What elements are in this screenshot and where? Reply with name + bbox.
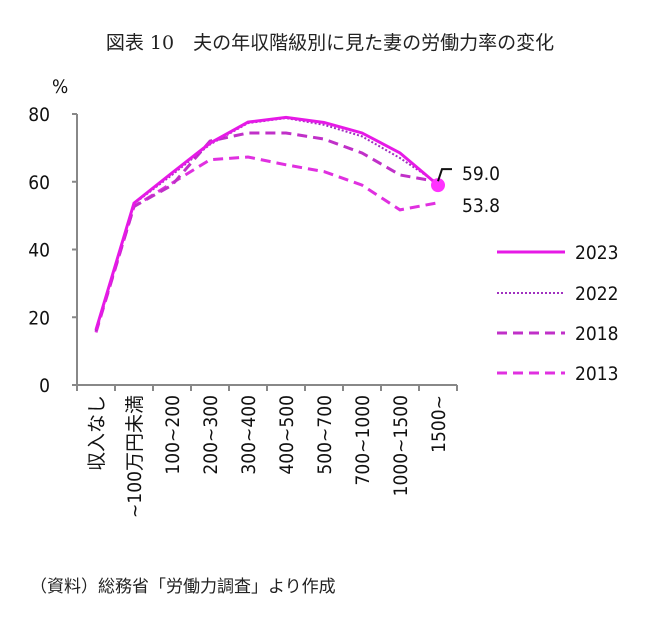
y-tick-label: 80 <box>28 104 50 126</box>
source-note: （資料）総務省「労働力調査」より作成 <box>30 577 336 597</box>
y-tick-label: 40 <box>28 240 50 262</box>
x-tick-label: 1500~ <box>428 395 450 453</box>
legend-label-2022: 2022 <box>575 283 619 305</box>
annotation-leader <box>437 168 452 182</box>
legend-label-2023: 2023 <box>575 242 619 264</box>
highlight-point <box>431 178 445 193</box>
x-tick-label: 収入なし <box>86 395 108 471</box>
x-tick-label: 200~300 <box>200 395 222 475</box>
data-label-2013: 53.8 <box>462 195 500 217</box>
legend-label-2013: 2013 <box>575 363 619 385</box>
series-line-2023 <box>94 115 439 331</box>
x-tick-label: ~100万円未満 <box>124 395 146 518</box>
x-tick-label: 300~400 <box>238 395 260 475</box>
series-line-2022 <box>95 117 439 332</box>
legend-label-2018: 2018 <box>575 323 619 345</box>
y-tick-label: 60 <box>28 172 50 194</box>
chart-title: 図表 10 夫の年収階級別に見た妻の労働力率の変化 <box>105 32 555 54</box>
y-tick-label: 20 <box>28 307 50 329</box>
x-tick-label: 1000~1500 <box>390 395 412 496</box>
x-tick-label: 500~700 <box>314 395 336 475</box>
data-label-2023: 59.0 <box>462 163 500 185</box>
series-line-2013 <box>94 155 439 333</box>
x-tick-label: 700~1000 <box>352 395 374 485</box>
x-tick-label: 400~500 <box>276 395 298 475</box>
x-tick-label: 100~200 <box>162 395 184 475</box>
y-tick-label: 0 <box>39 375 50 397</box>
series-line-2018 <box>94 131 439 332</box>
y-axis-unit: % <box>52 76 68 98</box>
